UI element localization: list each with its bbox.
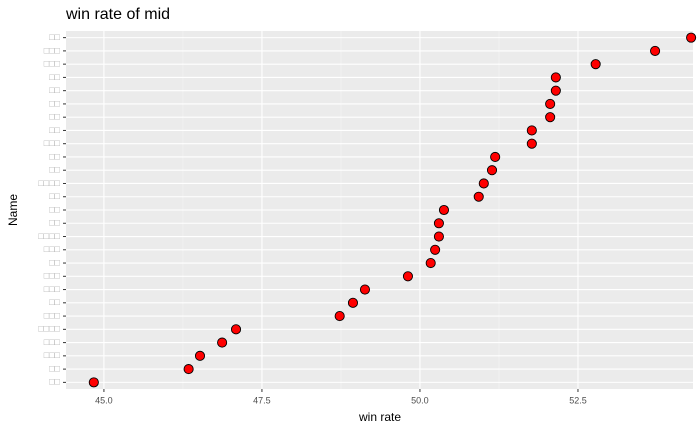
point bbox=[433, 231, 444, 242]
y-tick-label: □□ bbox=[49, 377, 60, 387]
point bbox=[486, 165, 498, 176]
y-tick-label: □□□ bbox=[44, 310, 61, 320]
y-tick-label: □□ bbox=[49, 125, 60, 135]
y-tick-label: □□□ bbox=[44, 244, 61, 254]
y-tick-label: □□ bbox=[49, 112, 60, 122]
point bbox=[590, 59, 601, 70]
y-tick-label: □□□ bbox=[44, 271, 61, 281]
y-tick-label: □□□□ bbox=[38, 178, 60, 188]
point bbox=[490, 151, 501, 163]
y-tick-label: □□ bbox=[49, 363, 60, 373]
x-axis-label: win rate bbox=[358, 410, 401, 424]
y-tick-label: □□□ bbox=[44, 138, 61, 148]
y-tick-label: □□□ bbox=[44, 45, 61, 55]
point bbox=[686, 32, 697, 43]
point bbox=[430, 244, 441, 255]
y-tick-label: □□ bbox=[49, 165, 60, 175]
point bbox=[194, 350, 206, 361]
y-tick-label: □□□ bbox=[44, 284, 61, 294]
y-tick-label: □□ bbox=[49, 85, 60, 95]
y-tick-label: □□ bbox=[49, 98, 60, 108]
point bbox=[88, 377, 99, 388]
point bbox=[359, 284, 371, 295]
y-tick-label: □□ bbox=[49, 297, 60, 307]
x-tick-label: 45.0 bbox=[95, 395, 113, 405]
y-tick-label: □□□□ bbox=[38, 324, 60, 334]
y-axis-label: Name bbox=[6, 194, 20, 226]
y-tick-label: □□ bbox=[49, 191, 60, 201]
point bbox=[526, 125, 537, 136]
point bbox=[550, 72, 561, 83]
y-tick-label: □□□ bbox=[44, 337, 61, 347]
point bbox=[217, 337, 228, 348]
point bbox=[433, 218, 444, 229]
point bbox=[438, 204, 450, 216]
x-tick-label: 47.5 bbox=[253, 395, 271, 405]
point bbox=[183, 364, 194, 375]
y-tick-label: □□ bbox=[49, 257, 60, 267]
chart-title: win rate of mid bbox=[65, 6, 170, 23]
y-tick-label: □□□ bbox=[44, 350, 61, 360]
y-tick-label: □□ bbox=[49, 151, 60, 161]
point bbox=[334, 311, 345, 322]
point bbox=[347, 297, 359, 308]
x-tick-label: 52.5 bbox=[569, 395, 587, 405]
point bbox=[425, 257, 436, 269]
point bbox=[402, 271, 413, 282]
point bbox=[473, 191, 484, 202]
y-tick-label: □□ bbox=[49, 204, 60, 214]
x-tick-label: 50.0 bbox=[411, 395, 429, 405]
y-tick-label: □□ bbox=[49, 72, 60, 82]
point bbox=[545, 98, 556, 109]
point bbox=[650, 45, 661, 56]
point bbox=[478, 178, 489, 189]
y-tick-label: □□□ bbox=[44, 59, 61, 69]
point bbox=[550, 85, 561, 96]
y-tick-label: □□ bbox=[49, 32, 60, 42]
point bbox=[230, 324, 242, 335]
y-tick-label: □□ bbox=[49, 218, 60, 228]
point bbox=[526, 138, 537, 149]
point bbox=[545, 112, 556, 123]
y-tick-label: □□□□ bbox=[38, 231, 60, 241]
